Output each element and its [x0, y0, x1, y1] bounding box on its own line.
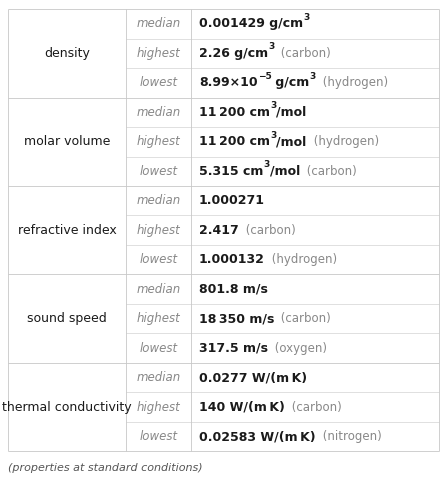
Text: (hydrogen): (hydrogen) [268, 253, 337, 266]
Text: 11 200 cm: 11 200 cm [199, 106, 270, 119]
Text: /mol: /mol [276, 135, 307, 148]
Text: lowest: lowest [139, 76, 177, 89]
Text: 3: 3 [303, 13, 309, 22]
Text: median: median [136, 283, 181, 296]
Text: 317.5 m/s: 317.5 m/s [199, 342, 268, 355]
Text: 140 W/(m K): 140 W/(m K) [199, 401, 285, 414]
Text: 11 200 cm: 11 200 cm [199, 135, 270, 148]
Text: (properties at standard conditions): (properties at standard conditions) [8, 464, 202, 474]
Text: lowest: lowest [139, 342, 177, 355]
Text: (carbon): (carbon) [278, 312, 331, 325]
Text: /mol: /mol [276, 106, 307, 119]
Text: 0.001429 g/cm: 0.001429 g/cm [199, 17, 303, 30]
Text: refractive index: refractive index [17, 224, 116, 237]
Text: (carbon): (carbon) [288, 401, 342, 414]
Text: highest: highest [137, 224, 181, 237]
Text: lowest: lowest [139, 253, 177, 266]
Text: 2.26 g/cm: 2.26 g/cm [199, 47, 268, 60]
Text: 0.02583 W/(m K): 0.02583 W/(m K) [199, 430, 316, 443]
Text: highest: highest [137, 401, 181, 414]
Text: highest: highest [137, 135, 181, 148]
Text: thermal conductivity: thermal conductivity [2, 401, 132, 414]
Text: (oxygen): (oxygen) [271, 342, 327, 355]
Text: median: median [136, 106, 181, 119]
Text: 8.99×10: 8.99×10 [199, 76, 257, 89]
Text: 3: 3 [270, 131, 276, 140]
Text: (hydrogen): (hydrogen) [319, 76, 388, 89]
Text: median: median [136, 17, 181, 30]
Text: 2.417: 2.417 [199, 224, 239, 237]
Text: 3: 3 [263, 160, 270, 169]
Text: lowest: lowest [139, 165, 177, 178]
Text: /mol: /mol [270, 165, 300, 178]
Text: 3: 3 [270, 101, 276, 110]
Text: lowest: lowest [139, 430, 177, 443]
Text: median: median [136, 371, 181, 384]
Text: highest: highest [137, 47, 181, 60]
Text: (nitrogen): (nitrogen) [319, 430, 381, 443]
Text: sound speed: sound speed [27, 312, 107, 325]
Text: −5: −5 [257, 72, 271, 81]
Text: highest: highest [137, 312, 181, 325]
Text: (carbon): (carbon) [242, 224, 295, 237]
Text: 3: 3 [268, 42, 274, 51]
Text: g/cm: g/cm [271, 76, 310, 89]
Text: 0.0277 W/(m K): 0.0277 W/(m K) [199, 371, 307, 384]
Text: 801.8 m/s: 801.8 m/s [199, 283, 268, 296]
Text: median: median [136, 194, 181, 207]
Text: 1.000132: 1.000132 [199, 253, 265, 266]
Text: (carbon): (carbon) [278, 47, 331, 60]
Text: 3: 3 [310, 72, 316, 81]
Text: density: density [44, 47, 90, 60]
Text: (hydrogen): (hydrogen) [309, 135, 379, 148]
Text: 18 350 m/s: 18 350 m/s [199, 312, 274, 325]
Text: molar volume: molar volume [24, 135, 110, 148]
Text: 5.315 cm: 5.315 cm [199, 165, 263, 178]
Text: (carbon): (carbon) [303, 165, 357, 178]
Text: 1.000271: 1.000271 [199, 194, 265, 207]
